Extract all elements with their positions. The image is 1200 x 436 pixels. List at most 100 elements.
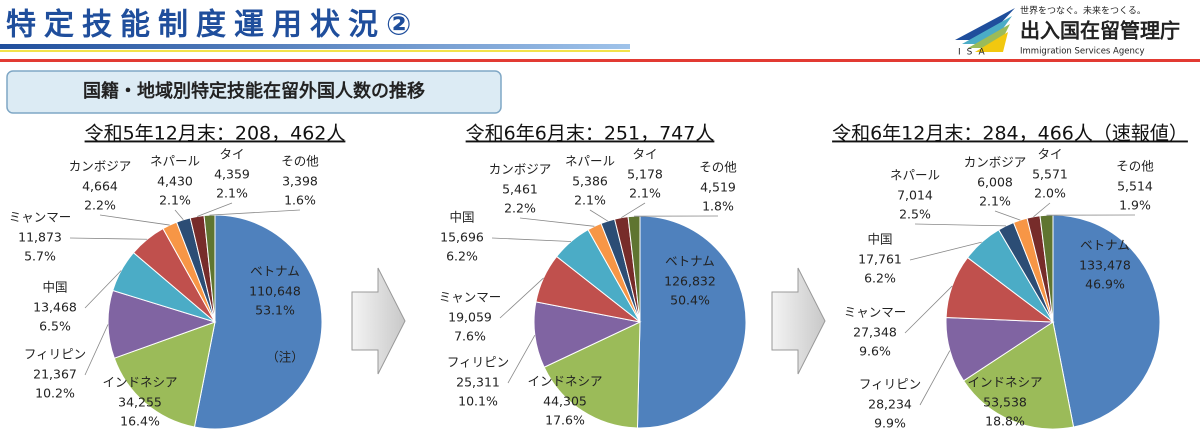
slice-label: その他 xyxy=(281,154,319,169)
pie-slice xyxy=(543,321,641,429)
leader-line xyxy=(621,202,646,219)
pie-slice xyxy=(1052,214,1161,428)
slice-label: ミャンマー xyxy=(9,210,72,225)
percent-label: 1.8% xyxy=(702,199,734,214)
leader-line xyxy=(507,335,536,384)
percent-label: 10.2% xyxy=(35,386,75,401)
subtitle-box xyxy=(6,70,502,114)
slice-label: ベトナム xyxy=(250,264,300,279)
percent-label: 2.0% xyxy=(1034,186,1066,201)
slice-label: カンボジア xyxy=(489,162,552,177)
value-label: 5,514 xyxy=(1117,179,1153,194)
value-label: 25,311 xyxy=(456,375,500,390)
leader-line xyxy=(1033,202,1051,218)
arrow xyxy=(771,267,826,375)
chart-title: 令和5年12月末：208，462人 xyxy=(85,123,346,145)
leader-line xyxy=(909,241,982,261)
slice-label: ベトナム xyxy=(1080,238,1130,253)
percent-label: 2.2% xyxy=(504,201,536,216)
slice-label: 中国 xyxy=(867,232,892,247)
percent-label: 9.9% xyxy=(874,416,906,431)
slice-label: タイ xyxy=(1037,147,1062,162)
leader-line xyxy=(99,214,170,226)
percent-label: 2.1% xyxy=(979,194,1011,209)
percent-label: 2.1% xyxy=(574,193,606,208)
value-label: 4,519 xyxy=(700,180,736,195)
page-title: 特定技能制度運用状況② xyxy=(6,8,419,43)
leader-line xyxy=(994,210,1021,221)
pie-slice xyxy=(193,214,323,430)
value-label: 19,059 xyxy=(448,310,492,325)
logo xyxy=(955,8,1015,52)
leader-line xyxy=(196,202,233,217)
value-label: 4,359 xyxy=(214,167,250,182)
agency-name-en: Immigration Services Agency xyxy=(1020,47,1145,57)
leader-line xyxy=(84,324,109,376)
slice-label: ミャンマー xyxy=(439,290,502,305)
chart-title: 令和6年6月末：251，747人 xyxy=(466,123,715,145)
value-label: 3,398 xyxy=(282,174,318,189)
slice-label: ネパール xyxy=(150,154,200,169)
annotation: （注） xyxy=(266,350,304,365)
pie-slice xyxy=(636,215,747,429)
value-label: 34,255 xyxy=(118,395,162,410)
value-label: 11,873 xyxy=(18,230,62,245)
percent-label: 9.6% xyxy=(859,344,891,359)
percent-label: 2.1% xyxy=(629,186,661,201)
percent-label: 53.1% xyxy=(255,303,295,318)
title-underline-accent xyxy=(0,50,630,52)
arrow xyxy=(351,267,406,375)
slice-label: インドネシア xyxy=(967,375,1042,390)
slice-label: ネパール xyxy=(565,154,615,169)
slice-label: フィリピン xyxy=(24,347,86,362)
slice-label: 中国 xyxy=(449,210,474,225)
value-label: 5,386 xyxy=(572,174,608,189)
slice-label: フィリピン xyxy=(859,377,921,392)
percent-label: 1.6% xyxy=(284,193,316,208)
slice-label: ベトナム xyxy=(665,254,715,269)
value-label: 17,761 xyxy=(858,252,902,267)
leader-line xyxy=(174,209,184,221)
chart-title: 令和6年12月末：284，466人（速報値） xyxy=(832,123,1188,145)
value-label: 5,571 xyxy=(1032,167,1068,182)
leader-line xyxy=(69,237,148,240)
value-label: 4,430 xyxy=(157,174,193,189)
percent-label: 2.1% xyxy=(159,193,191,208)
subtitle: 国籍・地域別特定技能在留外国人数の推移 xyxy=(83,80,425,102)
value-label: 110,648 xyxy=(249,284,301,299)
percent-label: 17.6% xyxy=(545,413,585,428)
leader-line xyxy=(519,217,595,227)
leader-line xyxy=(589,209,608,222)
tagline: 世界をつなぐ。未来をつくる。 xyxy=(1020,5,1146,17)
percent-label: 1.9% xyxy=(1119,198,1151,213)
percent-label: 18.8% xyxy=(985,414,1025,429)
percent-label: 6.2% xyxy=(446,249,478,264)
value-label: 5,461 xyxy=(502,182,538,197)
value-label: 5,178 xyxy=(627,167,663,182)
percent-label: 16.4% xyxy=(120,414,160,429)
leader-line xyxy=(209,209,301,216)
leader-line xyxy=(914,223,1006,227)
value-label: 126,832 xyxy=(664,274,716,289)
pie-slice xyxy=(113,321,216,428)
value-label: 53,538 xyxy=(983,395,1027,410)
slice-label: ミャンマー xyxy=(844,305,907,320)
slice-label: タイ xyxy=(219,147,244,162)
value-label: 27,348 xyxy=(853,325,897,340)
header-rule xyxy=(0,59,1200,62)
leader-line xyxy=(904,285,953,334)
percent-label: 7.6% xyxy=(454,329,486,344)
slice-label: インドネシア xyxy=(102,375,177,390)
slice-label: タイ xyxy=(632,147,657,162)
leader-line xyxy=(919,350,951,406)
leader-line xyxy=(499,277,544,319)
slice-label: その他 xyxy=(699,160,737,175)
slice-label: 中国 xyxy=(42,280,67,295)
value-label: 15,696 xyxy=(440,230,484,245)
leader-line xyxy=(84,270,122,309)
value-label: 4,664 xyxy=(82,179,118,194)
percent-label: 6.2% xyxy=(864,271,896,286)
agency-name: 出入国在留管理庁 xyxy=(1020,19,1180,43)
slice-label: フィリピン xyxy=(447,355,509,370)
